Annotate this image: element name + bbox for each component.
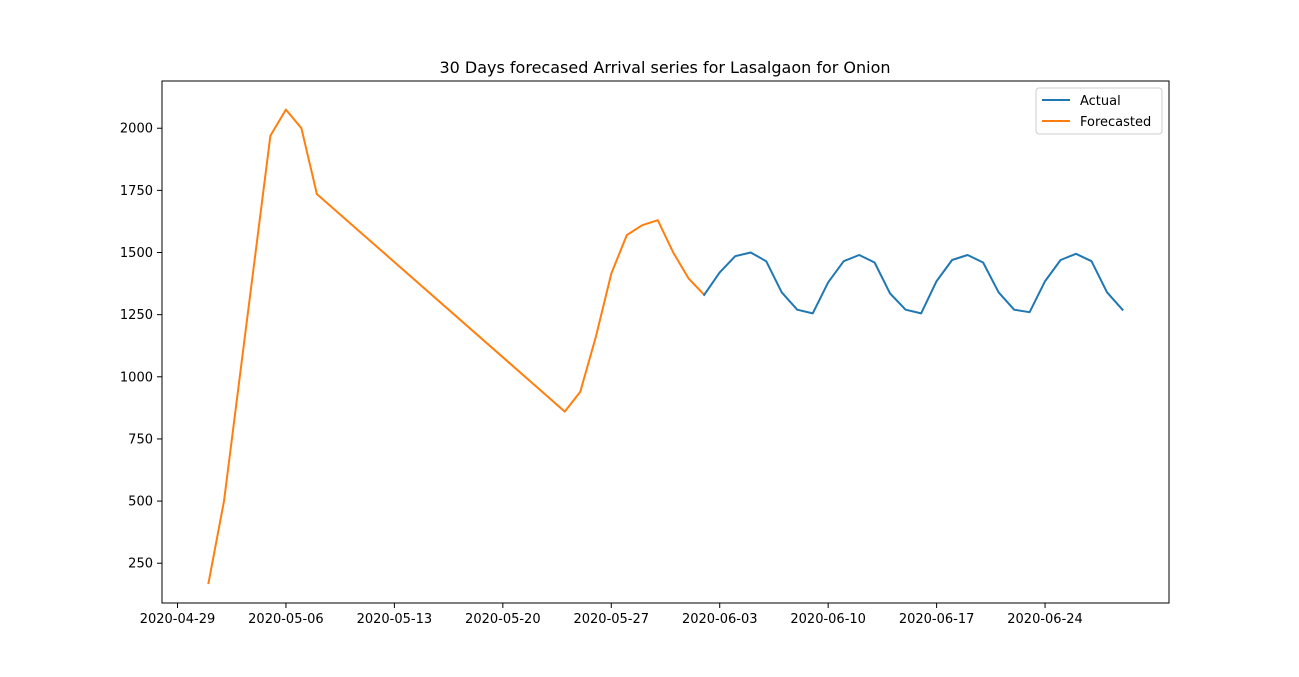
- x-tick-label: 2020-04-29: [140, 612, 216, 627]
- plot-frame: [161, 80, 1170, 604]
- plot-lines: [207, 108, 1124, 585]
- x-tick-label: 2020-05-20: [465, 612, 541, 627]
- x-tick-label: 2020-06-17: [899, 612, 975, 627]
- series-line-actual: [702, 251, 1124, 315]
- legend: Actual Forecasted: [1035, 87, 1163, 135]
- x-tick-label: 2020-05-06: [248, 612, 324, 627]
- legend-label-forecasted: Forecasted: [1080, 115, 1151, 130]
- x-axis: 2020-04-29 2020-05-06 2020-05-13 2020-05-20…: [140, 603, 1083, 627]
- x-tick-label: 2020-05-27: [573, 612, 649, 627]
- y-tick-label: 1000: [120, 370, 153, 385]
- y-tick-label: 1750: [120, 184, 153, 199]
- chart-title: 30 Days forecased Arrival series for Las…: [439, 58, 890, 77]
- y-axis: 250 500 750 1000 1250 1500 1750 2000: [120, 122, 162, 572]
- y-tick-label: 250: [128, 557, 153, 572]
- y-tick-label: 500: [128, 495, 153, 510]
- series-line-forecasted: [207, 108, 706, 585]
- x-tick-label: 2020-05-13: [357, 612, 433, 627]
- y-tick-label: 2000: [120, 122, 153, 137]
- x-tick-label: 2020-06-24: [1007, 612, 1083, 627]
- y-tick-label: 1500: [120, 246, 153, 261]
- y-tick-label: 750: [128, 432, 153, 447]
- legend-label-actual: Actual: [1080, 94, 1121, 109]
- y-tick-label: 1250: [120, 308, 153, 323]
- x-tick-label: 2020-06-03: [682, 612, 758, 627]
- x-tick-label: 2020-06-10: [790, 612, 866, 627]
